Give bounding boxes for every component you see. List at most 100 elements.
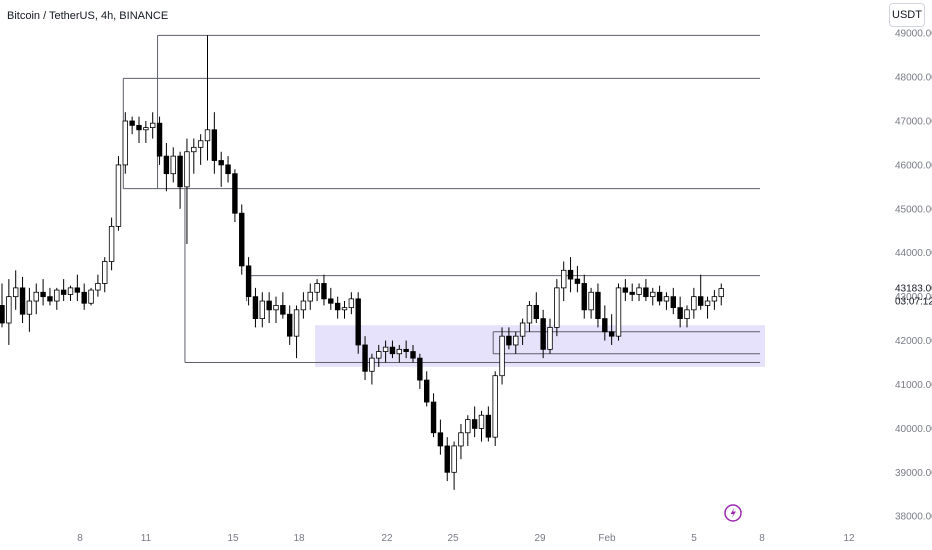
price-tick-label: 43000.00 bbox=[895, 292, 932, 303]
candle bbox=[382, 340, 389, 363]
chart-title: Bitcoin / TetherUS, 4h, BINANCE bbox=[7, 10, 169, 22]
candle bbox=[718, 283, 724, 306]
price-tick-label: 47000.00 bbox=[895, 117, 932, 128]
candle-body-up bbox=[396, 348, 402, 355]
candle-body-down bbox=[362, 344, 368, 372]
candle-body-down bbox=[156, 122, 163, 157]
candle-body-down bbox=[437, 432, 444, 447]
candle-body-up bbox=[588, 291, 594, 311]
time-axis[interactable]: 8 11 15 18 22 25 29 Feb 5 8 12 bbox=[77, 533, 855, 544]
candle bbox=[547, 318, 553, 354]
candle bbox=[197, 134, 204, 165]
time-tick-label: 8 bbox=[759, 533, 765, 544]
candle-body-down bbox=[321, 283, 327, 300]
candle bbox=[465, 415, 471, 446]
candles-layer bbox=[0, 35, 724, 490]
candle-body-down bbox=[677, 307, 683, 320]
candle bbox=[444, 437, 450, 482]
candle bbox=[108, 217, 115, 271]
candle bbox=[334, 296, 341, 319]
candle bbox=[362, 336, 368, 381]
current-price-label: 43183.00 bbox=[895, 284, 932, 295]
candle bbox=[691, 287, 697, 319]
currency-button[interactable]: USDT bbox=[889, 3, 925, 27]
candle-body-up bbox=[88, 289, 94, 304]
candle bbox=[698, 274, 704, 310]
candle bbox=[567, 257, 574, 293]
lightning-icon[interactable] bbox=[724, 504, 742, 522]
candle-body-up bbox=[293, 309, 300, 337]
candle bbox=[129, 116, 135, 135]
candle-body-down bbox=[177, 155, 183, 188]
candle-body-up bbox=[684, 309, 690, 320]
candle bbox=[423, 371, 430, 407]
candle-body-down bbox=[656, 291, 663, 302]
candle bbox=[430, 393, 437, 438]
candle bbox=[307, 283, 313, 310]
candle bbox=[499, 327, 505, 385]
time-tick-label: 5 bbox=[691, 533, 697, 544]
price-axis[interactable]: 38000.00 39000.00 40000.00 41000.00 42000.00… bbox=[895, 29, 932, 523]
candle-body-up bbox=[554, 287, 560, 328]
candle-body-down bbox=[485, 414, 492, 438]
candle bbox=[670, 287, 676, 315]
candle-body-down bbox=[286, 313, 293, 337]
time-tick-label: 22 bbox=[381, 533, 393, 544]
candle bbox=[437, 419, 444, 455]
candle-body-up bbox=[143, 127, 149, 131]
candle bbox=[74, 274, 81, 302]
candle bbox=[81, 283, 87, 310]
candle bbox=[232, 169, 238, 222]
time-tick-label: 11 bbox=[141, 533, 152, 544]
price-tick-label: 42000.00 bbox=[895, 336, 932, 347]
candle bbox=[204, 35, 211, 161]
candle-body-down bbox=[389, 346, 396, 355]
candle-body-down bbox=[211, 129, 218, 161]
candle-body-down bbox=[643, 287, 649, 298]
candle-body-down bbox=[328, 298, 334, 304]
candle bbox=[554, 279, 560, 337]
price-tick-label: 39000.00 bbox=[895, 468, 932, 479]
candle bbox=[40, 279, 46, 306]
candle bbox=[519, 318, 526, 345]
candle bbox=[26, 287, 33, 332]
candle bbox=[54, 287, 60, 310]
candle-body-up bbox=[6, 296, 12, 324]
price-tick-label: 38000.00 bbox=[895, 512, 932, 523]
candle-body-down bbox=[670, 296, 676, 309]
candle-body-up bbox=[33, 291, 39, 302]
candle-body-down bbox=[410, 351, 416, 359]
candle-body-up bbox=[718, 288, 724, 298]
candle bbox=[588, 287, 594, 319]
time-tick-label: 25 bbox=[447, 533, 459, 544]
candle bbox=[280, 292, 286, 319]
candle-body-down bbox=[47, 296, 53, 302]
candle-body-up bbox=[519, 322, 526, 337]
candle-body-up bbox=[458, 432, 464, 447]
candle bbox=[328, 287, 334, 310]
time-tick-label: 29 bbox=[534, 533, 546, 544]
candle-body-up bbox=[704, 300, 711, 306]
candle bbox=[629, 283, 635, 302]
candle-body-down bbox=[136, 124, 142, 131]
candle bbox=[643, 279, 649, 302]
candle bbox=[149, 112, 156, 139]
candle bbox=[136, 116, 142, 143]
candle-body-down bbox=[225, 164, 231, 175]
candle bbox=[12, 270, 19, 310]
time-tick-label: 18 bbox=[293, 533, 305, 544]
candle bbox=[163, 142, 170, 192]
candle bbox=[369, 353, 375, 385]
candle bbox=[711, 290, 718, 310]
candle bbox=[602, 305, 608, 341]
candle bbox=[115, 156, 122, 231]
candle bbox=[191, 138, 197, 174]
candle bbox=[122, 112, 128, 174]
candle bbox=[95, 274, 101, 297]
candle-body-down bbox=[239, 212, 245, 267]
candle-body-up bbox=[451, 445, 457, 473]
candle-body-up bbox=[26, 300, 33, 315]
candle bbox=[245, 257, 252, 306]
candle bbox=[177, 151, 183, 209]
